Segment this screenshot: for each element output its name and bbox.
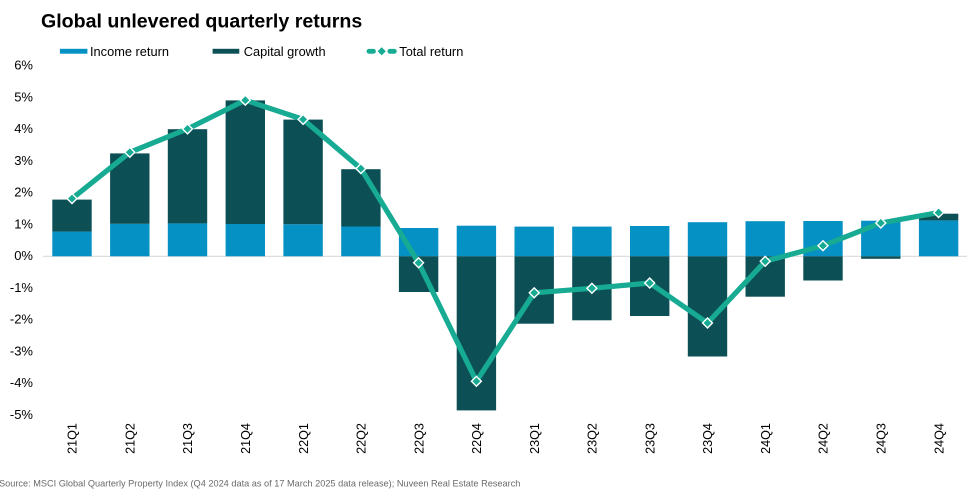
svg-text:22Q3: 22Q3	[412, 423, 426, 454]
svg-text:-3%: -3%	[10, 343, 34, 358]
svg-text:22Q4: 22Q4	[470, 423, 484, 454]
svg-text:-5%: -5%	[10, 407, 34, 422]
svg-text:21Q2: 21Q2	[124, 423, 138, 454]
svg-text:24Q2: 24Q2	[817, 423, 831, 454]
svg-text:Global unlevered quarterly ret: Global unlevered quarterly returns	[41, 10, 362, 32]
svg-text:23Q3: 23Q3	[643, 423, 657, 454]
svg-text:23Q4: 23Q4	[701, 423, 715, 454]
svg-text:6%: 6%	[14, 58, 33, 73]
svg-text:21Q3: 21Q3	[181, 423, 195, 454]
svg-text:24Q1: 24Q1	[759, 423, 773, 454]
svg-text:5%: 5%	[14, 90, 33, 105]
svg-text:-4%: -4%	[10, 375, 34, 390]
svg-text:22Q2: 22Q2	[355, 423, 369, 454]
svg-text:Total return: Total return	[399, 44, 463, 59]
svg-text:1%: 1%	[14, 216, 33, 231]
svg-text:23Q2: 23Q2	[586, 423, 600, 454]
svg-text:Income return: Income return	[90, 44, 169, 59]
svg-text:Source: MSCI Global Quarterly: Source: MSCI Global Quarterly Property I…	[0, 478, 520, 488]
svg-text:-1%: -1%	[10, 280, 34, 295]
svg-text:4%: 4%	[14, 121, 33, 136]
svg-text:24Q3: 24Q3	[875, 423, 889, 454]
svg-text:3%: 3%	[14, 153, 33, 168]
svg-text:2%: 2%	[14, 185, 33, 200]
svg-text:0%: 0%	[14, 248, 33, 263]
svg-text:-2%: -2%	[10, 312, 34, 327]
svg-text:24Q4: 24Q4	[932, 423, 946, 454]
svg-text:22Q1: 22Q1	[297, 423, 311, 454]
svg-text:Capital growth: Capital growth	[244, 44, 326, 59]
svg-text:23Q1: 23Q1	[528, 423, 542, 454]
svg-text:21Q4: 21Q4	[239, 423, 253, 454]
svg-text:21Q1: 21Q1	[66, 423, 80, 454]
